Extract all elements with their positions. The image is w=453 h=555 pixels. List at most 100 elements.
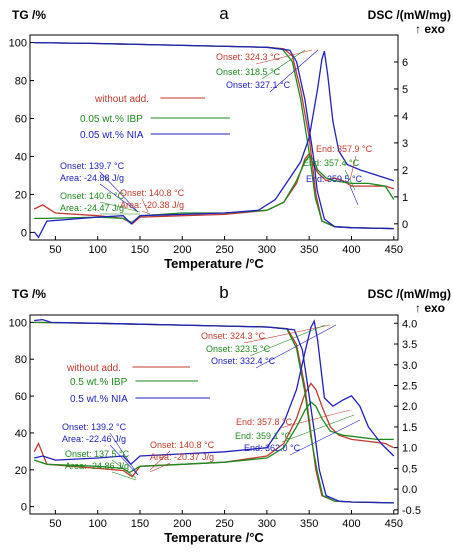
- y-right-tick-label: -0.5: [402, 505, 421, 517]
- legend-label: 0.5 wt.% IBP: [70, 377, 128, 388]
- x-tick-label: 50: [49, 244, 61, 256]
- annotation-label: Onset: 324.3 °C: [216, 52, 281, 62]
- y-left-tick-label: 60: [15, 114, 27, 126]
- annotation-label: Onset: 318.5 °C: [216, 67, 281, 77]
- annotation-label: Onset: 327.1 °C: [226, 80, 291, 90]
- x-tick-label: 350: [300, 244, 318, 256]
- annotation-leader: [141, 210, 151, 215]
- annotation-label: Onset: 139.7 °C: [60, 161, 125, 171]
- x-tick-label: 450: [385, 518, 403, 530]
- x-axis-title: Temperature /°C: [164, 256, 264, 271]
- y-right-tick-label: 4: [402, 111, 408, 123]
- annotation-leader: [279, 409, 351, 429]
- y-right-tick-label: 6: [402, 57, 408, 69]
- y-right-tick-label: 3.5: [402, 339, 417, 351]
- annotation-label: Onset: 139.2 °C: [62, 422, 127, 432]
- y-right-tick-label: 1.5: [402, 422, 417, 434]
- annotation-label: End: 359.1 °C: [235, 431, 292, 441]
- annotation-leader: [255, 49, 313, 65]
- dsc-curve-without-add-: [33, 382, 395, 478]
- dsc-curve-0-5-wt-nia: [34, 319, 395, 466]
- legend-label: 0.05 wt.% IBP: [80, 114, 143, 125]
- legend-label: without add.: [66, 363, 121, 374]
- y-right-tick-label: 1.0: [402, 443, 417, 455]
- annotation-leader: [149, 462, 171, 473]
- annotation-label: Onset: 324.3 °C: [201, 331, 266, 341]
- annotation-leader: [349, 185, 359, 206]
- annotation-label: End: 357.9 °C: [316, 144, 373, 154]
- annotation-label: End: 359.5 °C: [306, 174, 363, 184]
- annotation-leader: [349, 155, 357, 181]
- y-right-tick-label: 2.5: [402, 380, 417, 392]
- y-right-axis-title: DSC /(mW/mg): [368, 287, 451, 301]
- legend-label: 0.5 wt.% NIA: [70, 394, 128, 405]
- annotation-label: Onset: 140.8 °C: [120, 188, 185, 198]
- y-right-axis-title: DSC /(mW/mg): [368, 8, 451, 22]
- y-right-tick-label: 0.5: [402, 463, 417, 475]
- annotation-leader: [344, 169, 356, 191]
- y-right-tick-label: 0.0: [402, 484, 417, 496]
- x-tick-label: 450: [385, 244, 403, 256]
- x-tick-label: 300: [258, 518, 276, 530]
- annotation-leader: [99, 171, 139, 213]
- y-left-tick-label: 0: [21, 502, 27, 514]
- annotation-leader: [149, 450, 171, 471]
- y-right-tick-label: 1: [402, 192, 408, 204]
- x-tick-label: 100: [88, 244, 106, 256]
- y-right-axis-subtitle: ↑ exo: [415, 22, 445, 36]
- annotation-leader: [289, 419, 361, 456]
- annotation-leader: [243, 324, 331, 344]
- annotation-label: End: 357.4 °C: [303, 158, 360, 168]
- annotation-label: Area: -22.46 J/g: [62, 434, 126, 444]
- y-left-tick-label: 20: [15, 189, 27, 201]
- annotation-leader: [141, 198, 149, 213]
- x-tick-label: 200: [173, 244, 191, 256]
- y-left-tick-label: 40: [15, 428, 27, 440]
- annotation-leader: [111, 459, 137, 479]
- y-left-tick-label: 0: [21, 227, 27, 239]
- annotation-label: Area: -24.47 J/g: [60, 203, 124, 213]
- annotation-label: Onset: 137.5 °C: [65, 449, 130, 459]
- annotation-label: Area: -20.37 J/g: [150, 452, 214, 462]
- y-right-tick-label: 2.0: [402, 401, 417, 413]
- annotation-leader: [261, 49, 306, 80]
- annotation-label: Area: -24.88 J/g: [60, 173, 124, 183]
- y-left-tick-label: 80: [15, 354, 27, 366]
- y-left-tick-label: 100: [9, 38, 27, 50]
- x-tick-label: 400: [342, 518, 360, 530]
- x-tick-label: 100: [88, 518, 106, 530]
- dsc-curve-0-05-wt-ibp: [34, 155, 395, 224]
- x-tick-label: 350: [300, 518, 318, 530]
- x-tick-label: 50: [49, 518, 61, 530]
- annotation-label: End: 362.0 °C: [244, 443, 301, 453]
- legend-label: 0.05 wt.% NIA: [80, 130, 144, 141]
- y-right-axis-subtitle: ↑ exo: [415, 301, 445, 315]
- x-axis-title: Temperature /°C: [164, 530, 264, 545]
- plot-frame-b: [29, 314, 399, 515]
- annotation-label: Area: -24.86 J/g: [65, 461, 129, 471]
- y-left-tick-label: 100: [9, 317, 27, 329]
- x-tick-label: 250: [215, 518, 233, 530]
- x-tick-label: 150: [131, 244, 149, 256]
- panel-label: b: [219, 283, 228, 302]
- tg-curve-0-05-wt-nia: [34, 41, 394, 230]
- annotation-leader: [281, 414, 355, 443]
- y-left-tick-label: 80: [15, 76, 27, 88]
- x-tick-label: 250: [215, 244, 233, 256]
- annotation-leader: [269, 49, 319, 93]
- y-left-tick-label: 20: [15, 465, 27, 477]
- annotation-leader: [111, 471, 137, 481]
- y-left-tick-label: 60: [15, 391, 27, 403]
- annotation-label: Onset: 332.4 °C: [211, 356, 276, 366]
- dsc-curve-0-05-wt-nia: [33, 51, 394, 239]
- y-left-axis-title: TG /%: [12, 287, 46, 301]
- panel-label: a: [219, 4, 229, 23]
- annotation-leader: [249, 324, 326, 357]
- x-tick-label: 400: [342, 244, 360, 256]
- x-tick-label: 150: [131, 518, 149, 530]
- plot-frame-a: [29, 34, 399, 241]
- y-right-tick-label: 3.0: [402, 360, 417, 372]
- y-left-axis-title: TG /%: [12, 8, 46, 22]
- y-right-tick-label: 2: [402, 165, 408, 177]
